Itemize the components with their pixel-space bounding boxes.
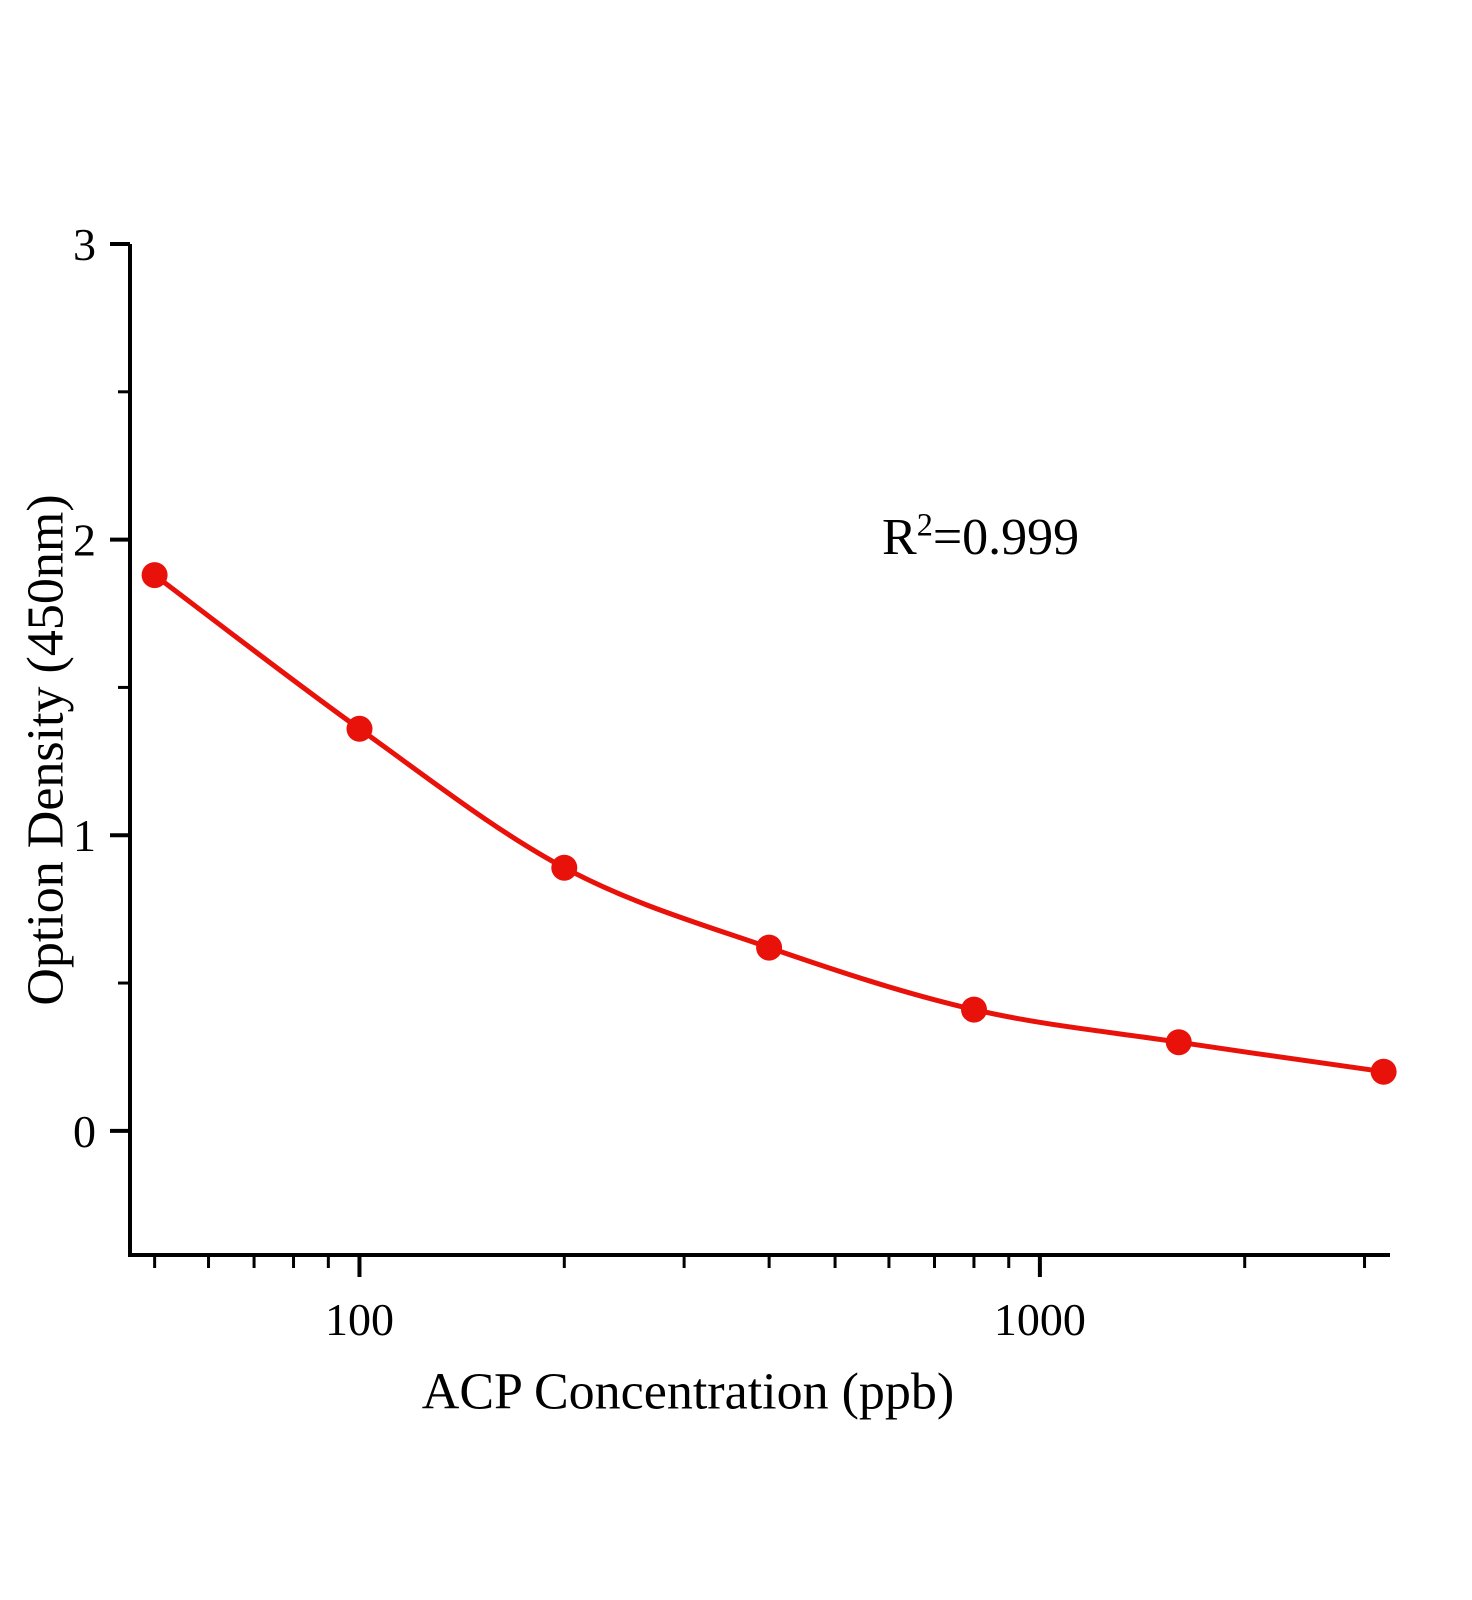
- data-point: [141, 562, 168, 589]
- axis-spines: [128, 244, 1390, 1257]
- r-squared-exponent: 2: [916, 506, 933, 543]
- standard-curve-line: [152, 572, 1387, 1075]
- data-point: [1370, 1058, 1397, 1085]
- data-point: [1165, 1029, 1192, 1056]
- y-tick-label: 3: [73, 219, 96, 270]
- data-point: [756, 934, 783, 961]
- data-point: [961, 996, 987, 1023]
- r-squared-annotation: R2=0.999: [882, 508, 1079, 567]
- y-tick-label: 0: [73, 1106, 96, 1157]
- r-squared-value: =0.999: [932, 509, 1080, 566]
- y-tick-label: 2: [73, 515, 96, 566]
- data-point: [346, 715, 373, 742]
- data-point: [551, 854, 578, 881]
- x-tick-label: 1000: [994, 1294, 1086, 1345]
- y-axis-title: Option Density (450nm): [17, 494, 75, 1006]
- r-squared-base: R: [882, 509, 917, 566]
- y-tick-label: 1: [73, 810, 96, 861]
- x-tick-label: 100: [325, 1294, 394, 1345]
- x-axis-title: ACP Concentration (ppb): [421, 1363, 955, 1421]
